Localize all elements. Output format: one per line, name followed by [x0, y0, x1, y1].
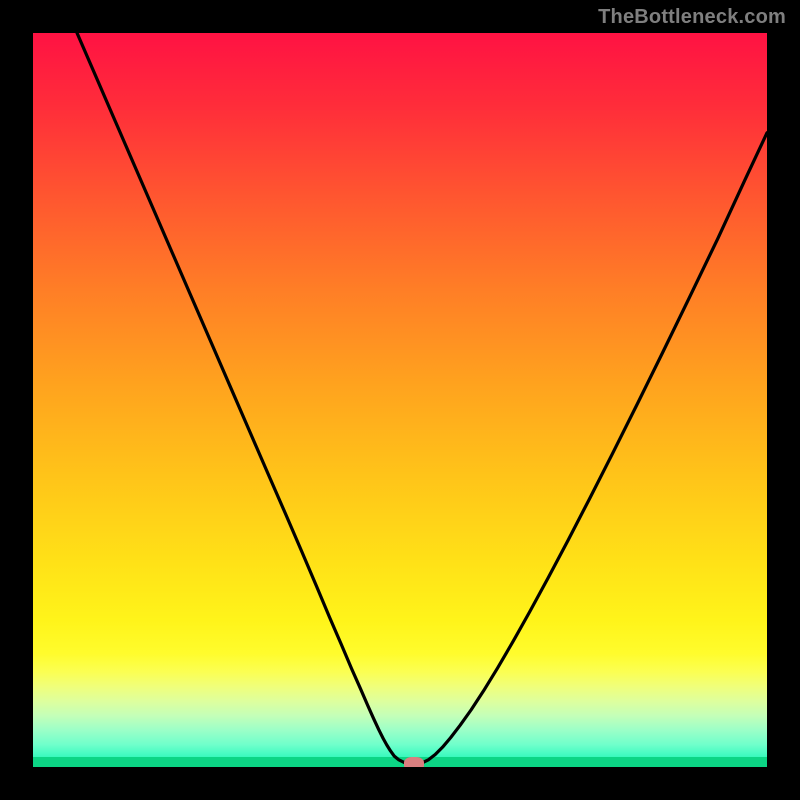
curve-path — [77, 33, 767, 764]
trough-marker-icon — [404, 757, 424, 767]
plot-area — [33, 33, 767, 767]
plot-frame — [0, 0, 800, 800]
bottleneck-curve — [33, 33, 767, 767]
watermark-text: TheBottleneck.com — [598, 6, 786, 29]
